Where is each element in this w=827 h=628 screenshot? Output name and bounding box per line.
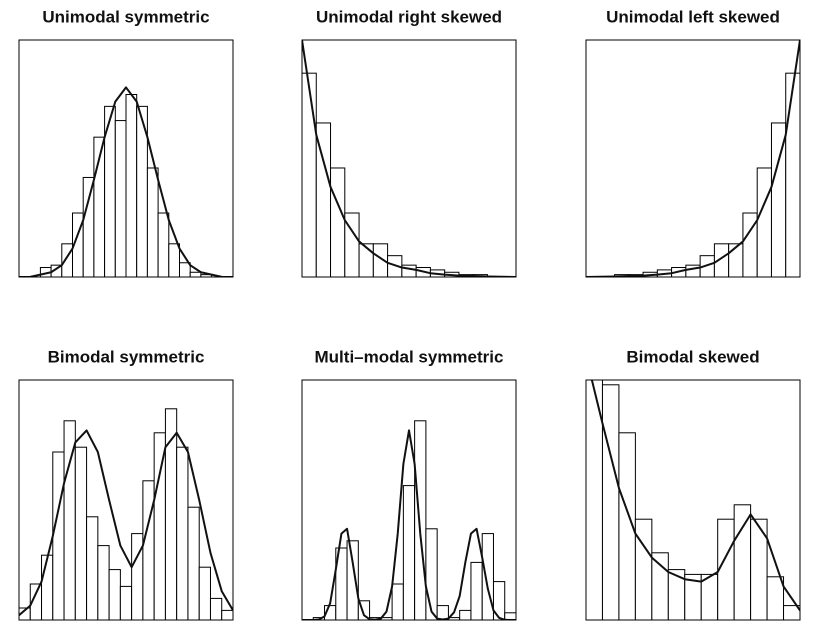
bar	[176, 446, 189, 620]
panel	[586, 40, 800, 277]
panel	[19, 408, 233, 620]
chart-title: Bimodal skewed	[626, 347, 759, 366]
bar	[733, 504, 752, 620]
panel	[302, 420, 516, 620]
plot-frame	[585, 379, 801, 621]
bar	[114, 120, 127, 277]
chart-title: Bimodal symmetric	[48, 347, 205, 366]
bar	[459, 609, 472, 620]
chart-title: Unimodal symmetric	[42, 7, 209, 26]
bar	[756, 167, 772, 277]
plot-frame	[301, 379, 517, 621]
bar	[200, 274, 213, 277]
bar	[168, 243, 181, 277]
bar	[414, 420, 427, 620]
bar	[717, 518, 735, 620]
bar	[391, 583, 404, 620]
bar	[728, 243, 744, 277]
bar	[179, 262, 191, 277]
density-curve	[19, 86, 233, 277]
bar	[358, 243, 374, 277]
bar	[634, 518, 653, 620]
bar	[601, 384, 620, 620]
plot-frame	[18, 39, 234, 278]
bar	[41, 554, 54, 620]
density-curve	[302, 40, 516, 277]
bar	[131, 533, 144, 620]
chart-title: Unimodal left skewed	[606, 7, 780, 26]
bar	[82, 176, 95, 277]
plot-frame	[585, 39, 801, 278]
bar	[86, 516, 99, 620]
bar	[157, 212, 170, 277]
bar	[346, 540, 359, 620]
bar	[119, 585, 133, 620]
bar	[108, 569, 121, 620]
plot-frame	[301, 39, 517, 278]
bar	[221, 609, 233, 620]
bar	[125, 94, 138, 277]
plot-frame	[18, 379, 234, 621]
bar	[425, 528, 438, 620]
bar	[209, 597, 223, 620]
bar	[302, 72, 317, 277]
bar	[61, 243, 73, 277]
panel	[19, 86, 233, 277]
density-curve	[302, 429, 516, 620]
bar	[153, 432, 166, 620]
bar	[97, 545, 110, 620]
chart-title: Multi–modal symmetric	[315, 347, 504, 366]
bar	[187, 506, 200, 620]
density-curve	[19, 429, 233, 616]
density-curve	[590, 380, 800, 611]
bar	[52, 451, 65, 620]
panel	[586, 380, 800, 620]
bar	[74, 446, 88, 620]
chart-title: Unimodal right skewed	[316, 7, 502, 26]
bar	[146, 167, 159, 277]
bar	[330, 167, 346, 277]
panel	[302, 40, 516, 277]
bar	[402, 485, 416, 620]
bar	[189, 271, 202, 277]
bar	[198, 566, 211, 620]
bar	[651, 552, 669, 620]
bar	[750, 518, 768, 620]
density-curve	[586, 40, 800, 277]
bar	[470, 561, 483, 620]
bar	[766, 576, 785, 620]
bar	[142, 480, 155, 620]
bar	[785, 72, 800, 277]
